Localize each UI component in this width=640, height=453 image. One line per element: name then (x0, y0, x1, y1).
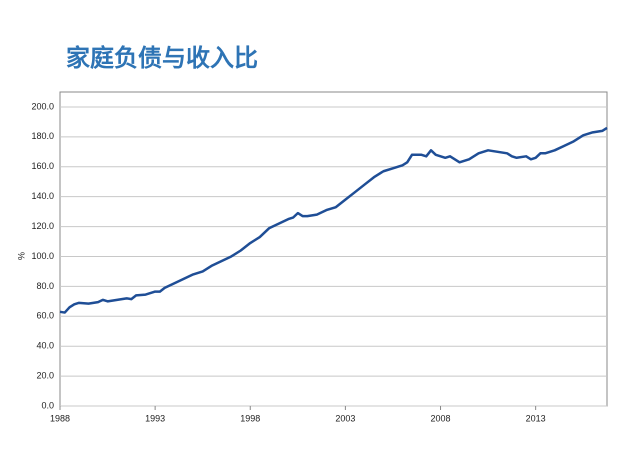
y-tick-label: 60.0 (36, 311, 54, 321)
x-tick-label: 2013 (526, 413, 546, 423)
x-tick-label: 2008 (431, 413, 451, 423)
y-tick-label: 0.0 (41, 400, 54, 410)
y-tick-label: 120.0 (31, 221, 54, 231)
x-tick-label: 1988 (50, 413, 70, 423)
y-tick-label: 140.0 (31, 191, 54, 201)
y-tick-label: 180.0 (31, 131, 54, 141)
y-tick-label: 100.0 (31, 251, 54, 261)
y-tick-label: 160.0 (31, 161, 54, 171)
x-tick-label: 2003 (335, 413, 355, 423)
y-axis-label: % (16, 252, 26, 260)
chart-title: 家庭负债与收入比 (66, 44, 258, 72)
y-tick-label: 40.0 (36, 341, 54, 351)
data-line (59, 126, 608, 314)
y-tick-label: 80.0 (36, 281, 54, 291)
x-tick-label: 1998 (240, 413, 260, 423)
plot-frame (59, 91, 608, 407)
y-tick-label: 20.0 (36, 370, 54, 380)
y-tick-label: 200.0 (31, 101, 54, 111)
x-tick-label: 1993 (145, 413, 165, 423)
